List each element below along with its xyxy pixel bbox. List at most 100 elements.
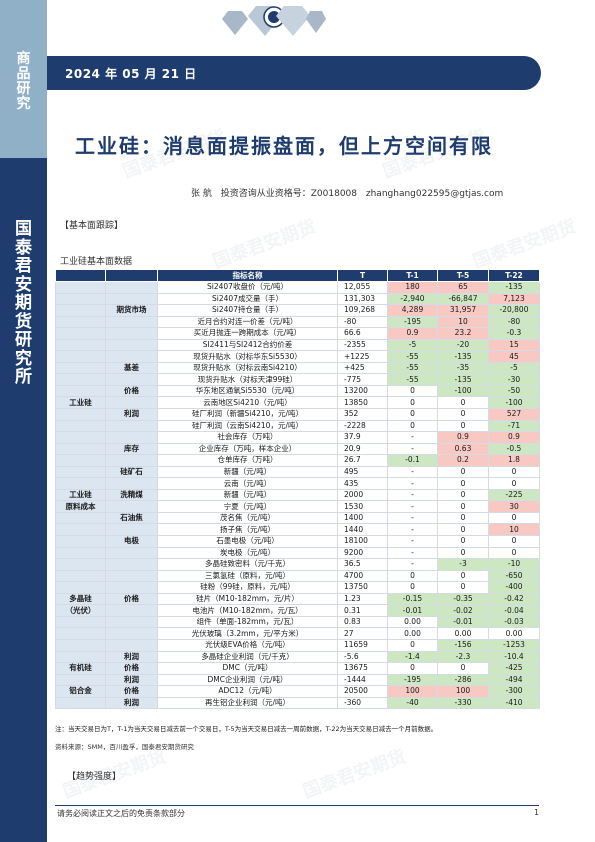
table-cell-t22: 45 [488, 350, 540, 363]
table-cell-t22: -410 [488, 696, 540, 710]
table-cell-t5: 0.2 [437, 454, 489, 467]
table-row: 利润 硅厂利润（新疆Si4210，元/吨） 352 0 0 527 [55, 408, 540, 421]
table-cell-cat [55, 465, 106, 479]
table-cell-t5: -100 [437, 384, 489, 398]
table-cell-t: 20.9 [337, 442, 388, 456]
table-cell-cat [55, 327, 106, 340]
table-cell-t22: -400 [488, 581, 540, 594]
table-cell-t: 2000 [337, 488, 388, 502]
table-cell-sub: 基差 [105, 361, 158, 375]
table-cell-cat: 工业硅 [55, 396, 106, 409]
table-row: 石油焦 茂名焦（元/吨） 1400-0 0 [55, 511, 540, 525]
table-row: 买近月抛连一跨期成本（元/吨） 66.6 0.9 23.2 -0.3 [55, 327, 540, 340]
table-cell-sub: 利润 [105, 408, 158, 421]
table-row: 有机硅 价格 DMC（元/吨） 13675 0 0 -425 [55, 662, 540, 675]
table-cell-t5: 0 [437, 569, 489, 583]
table-cell-name: 硅片（M10-182mm，元/片） [157, 592, 338, 606]
table-cell-t1: 0 [387, 569, 438, 583]
table-cell-name: DMC（元/吨） [157, 662, 338, 675]
table-cell-sub [105, 350, 158, 363]
table-cell-t5: -135 [437, 350, 489, 363]
table-cell-t5: 0.63 [437, 442, 489, 456]
table-row: 现货升贴水（对标天津99硅） -775 -55 -135 -30 [55, 373, 540, 386]
table-cell-cat [55, 546, 106, 560]
table-cell-t22: -300 [488, 685, 540, 698]
table-cell-t22: 10 [488, 523, 540, 537]
table-cell-cat [55, 384, 106, 398]
table-cell-t1: 100 [387, 685, 438, 698]
table-cell-t22: -0.04 [488, 604, 540, 617]
table-cell-t1: -195 [387, 673, 438, 687]
table-cell-t5: -0.01 [437, 615, 489, 629]
sidebar-top-label: 商 品 研 究 [16, 51, 31, 112]
table-cell-t22: -10 [488, 558, 540, 571]
table-cell-t1: - [387, 465, 438, 479]
table-cell-sub [105, 477, 158, 490]
author-name: 张 航 [191, 189, 212, 199]
table-row: 光伏级EVA价格（元/吨） 11659 0 -156 -1253 [55, 638, 540, 652]
table-row: Si2407成交量（手） 131,303 -2,940 -66,847 7,123 [55, 292, 540, 306]
table-cell-t1: 0 [387, 384, 438, 398]
report-title: 工业硅：消息面提振盘面，但上方空间有限 [75, 134, 493, 158]
table-cell-name: Si2407成交量（手） [157, 292, 338, 306]
table-cell-name: 现货升贴水（对标华东Si5530） [157, 350, 338, 363]
table-cell-t5: -2.3 [437, 650, 489, 664]
table-cell-t22: -50 [488, 384, 540, 398]
table-row: 社会库存（万吨） 37.9-0.9 0.9 [55, 431, 540, 444]
table-cell-sub [105, 523, 158, 537]
table-cell-t1: -195 [387, 315, 438, 329]
table-cell-sub [105, 604, 158, 617]
table-cell-t22: 0.00 [488, 627, 540, 640]
table-cell-t1: - [387, 558, 438, 571]
section-heading-basic: 【基本面跟踪】 [60, 221, 124, 231]
table-cell-t5: 0 [437, 500, 489, 513]
table-cell-t5: -66,847 [437, 292, 489, 306]
table-row: 仓单库存（万吨） 26.7 -0.1 0.2 1.8 [55, 454, 540, 467]
table-cell-t: 13850 [337, 396, 388, 409]
table-cell-t: -1444 [337, 673, 388, 687]
table-cell-t22: -425 [488, 662, 540, 675]
table-cell-t: 36.5 [337, 558, 388, 571]
table-cell-t: 352 [337, 408, 388, 421]
table-cell-t5: 65 [437, 281, 489, 294]
table-cell-sub: 价格 [105, 592, 158, 606]
table-row: 利润 多晶硅企业利润（元/千克） -5.6 -1.4 -2.3 -10.4 [55, 650, 540, 664]
table-cell-t1: 0 [387, 662, 438, 675]
table-cell-name: Si2407持仓量（手） [157, 304, 338, 317]
table-row: 原料成本 宁夏（元/吨） 1530-0 30 [55, 500, 540, 513]
report-date: 2024 年 05 月 21 日 [65, 67, 197, 81]
table-cell-t1: 0.00 [387, 615, 438, 629]
table-cell-t22: -225 [488, 488, 540, 502]
table-row: 云南（元/吨） 435-0 0 [55, 477, 540, 490]
table-cell-t5: -0.35 [437, 592, 489, 606]
table-cell-t1: -0.15 [387, 592, 438, 606]
table-cell-t5: 0 [437, 511, 489, 525]
table-cell-t1: - [387, 477, 438, 490]
table-cell-t5: -135 [437, 373, 489, 386]
table-cell-name: DMC企业利润（元/吨） [157, 673, 338, 687]
table-cell-name: 仓单库存（万吨） [157, 454, 338, 467]
table-row: 工业硅 洗精煤 新疆（元/吨） 2000-0 -225 [55, 488, 540, 502]
table-row: SI2411与SI2412合约价差 -2355 -5 -20 15 [55, 338, 540, 352]
author-email[interactable]: zhanghang022595@gtjas.com [365, 189, 504, 199]
table-row: 多晶硅 价格 硅片（M10-182mm，元/片） 1.23 -0.15 -0.35 -0.4… [55, 592, 540, 606]
table-cell-t5: -0.02 [437, 604, 489, 617]
table-cell-name: 硅厂利润（新疆Si4210，元/吨） [157, 408, 338, 421]
table-cell-name: 三氯氢硅（原料，元/吨） [157, 569, 338, 583]
table-row: 三氯氢硅（原料，元/吨） 4700 0 0 -650 [55, 569, 540, 583]
table-cell-t22: 7,123 [488, 292, 540, 306]
table-cell-t: 26.7 [337, 454, 388, 467]
table-header-cell [55, 269, 106, 282]
table-cell-sub: 价格 [105, 662, 158, 675]
sidebar-bottom: 国 泰 君 安 期 货 研 究 所 [0, 158, 47, 842]
table-cell-t22: 15 [488, 338, 540, 352]
sidebar-bottom-label: 国 泰 君 安 期 货 研 究 所 [15, 219, 32, 387]
table-cell-t1: - [387, 500, 438, 513]
table-cell-cat: 工业硅 [55, 488, 106, 502]
table-cell-cat [55, 638, 106, 652]
table-cell-name: 新疆（元/吨） [157, 465, 338, 479]
table-cell-sub [105, 546, 158, 560]
table-cell-name: 华东地区通氧Si5530（元/吨） [157, 384, 338, 398]
table-cell-name: 光伏级EVA价格（元/吨） [157, 638, 338, 652]
table-cell-t: 18100 [337, 535, 388, 548]
